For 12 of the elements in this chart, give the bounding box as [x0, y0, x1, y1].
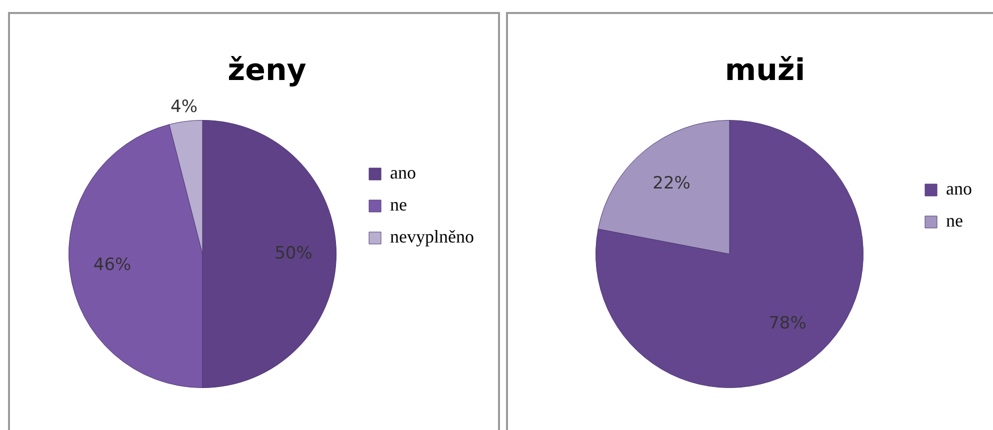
legend-label: nevyplněno [390, 226, 474, 247]
legend-label: ne [390, 194, 408, 215]
data-label: 46% [93, 254, 132, 275]
chart-title: ženy [228, 52, 307, 88]
data-label: 78% [768, 314, 806, 334]
data-label: 50% [274, 243, 312, 264]
legend-label: ne [946, 210, 964, 231]
data-label: 22% [652, 173, 690, 194]
chart-title: muži [724, 52, 806, 88]
data-label: 4% [170, 96, 198, 117]
legend-label: ano [390, 162, 416, 183]
legend-label: ano [946, 178, 972, 199]
